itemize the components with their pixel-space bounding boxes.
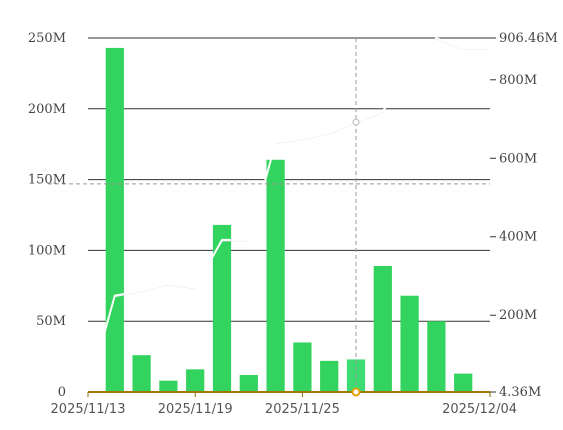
bar bbox=[159, 380, 178, 392]
bar bbox=[427, 321, 446, 392]
left-y-axis: 0 50M 100M 150M 200M 250M bbox=[28, 31, 66, 400]
crosshair bbox=[48, 38, 490, 397]
x-tick-label: 2025/12/04 bbox=[442, 402, 517, 417]
bar bbox=[132, 355, 151, 392]
y-left-tick-label: 50M bbox=[36, 314, 66, 329]
cumulative-point-marker bbox=[352, 118, 360, 126]
grid-lines bbox=[88, 37, 490, 322]
x-tick-label: 2025/11/25 bbox=[265, 402, 340, 417]
cumulative-line bbox=[87, 37, 490, 393]
bar bbox=[320, 360, 339, 392]
bar-series bbox=[105, 47, 473, 393]
x-tick-label: 2025/11/19 bbox=[158, 402, 233, 417]
y-right-tick-label: 800M bbox=[499, 73, 537, 88]
bar bbox=[454, 373, 473, 392]
y-left-tick-label: 100M bbox=[28, 243, 66, 258]
x-tick-label: 2025/11/13 bbox=[51, 402, 126, 417]
bar bbox=[186, 369, 205, 392]
baseline-point-marker bbox=[351, 387, 361, 397]
y-right-tick-label: 4.36M bbox=[499, 385, 541, 400]
bar bbox=[373, 265, 392, 392]
y-right-tick-label: 906.46M bbox=[499, 31, 558, 46]
y-left-tick-label: 150M bbox=[28, 173, 66, 188]
y-left-tick-label: 250M bbox=[28, 31, 66, 46]
y-right-tick-label: 400M bbox=[499, 230, 537, 245]
bar bbox=[293, 342, 312, 392]
y-left-tick-label: 200M bbox=[28, 102, 66, 117]
bar bbox=[212, 224, 232, 392]
bar bbox=[400, 295, 419, 392]
y-right-tick-label: 600M bbox=[499, 151, 537, 166]
y-right-tick-label: 200M bbox=[499, 308, 537, 323]
bar bbox=[266, 159, 285, 392]
x-axis: 2025/11/13 2025/11/19 2025/11/25 2025/12/04 bbox=[51, 391, 517, 417]
y-left-tick-label: 0 bbox=[58, 385, 66, 400]
bar bbox=[239, 375, 258, 392]
right-y-axis: 4.36M 200M 400M 600M 800M 906.46M bbox=[490, 31, 558, 400]
bar bbox=[105, 47, 124, 393]
